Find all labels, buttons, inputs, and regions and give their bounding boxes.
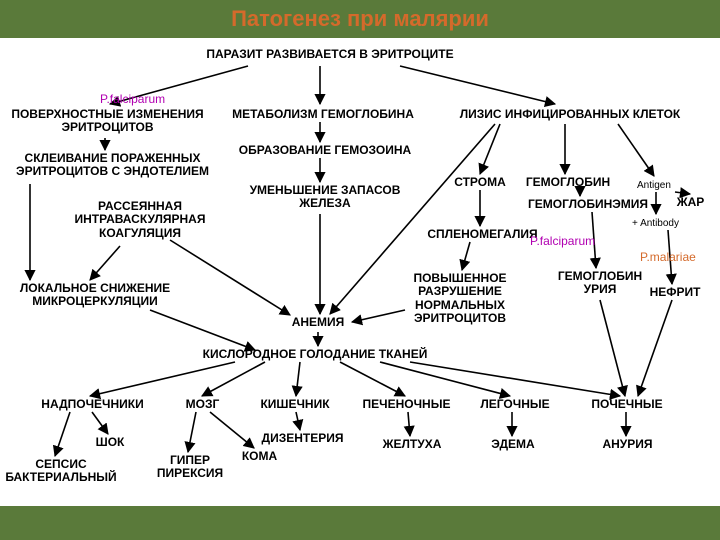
node-brain: МОЗГ [175, 398, 230, 411]
node-fever: ЖАР [668, 196, 713, 209]
edge-adren-sepsis [55, 412, 70, 456]
edge-gut-dys [296, 412, 300, 430]
node-sepsis: СЕПСИС БАКТЕРИАЛЬНЫЙ [0, 458, 126, 485]
node-surf: ПОВЕРХНОСТНЫЕ ИЗМЕНЕНИЯ ЭРИТРОЦИТОВ [5, 108, 210, 135]
edge-coag-local [90, 246, 120, 280]
node-shock: ШОК [85, 436, 135, 449]
node-coma: КОМА [232, 450, 287, 463]
annotation-pf2: P.falciparum [530, 234, 595, 248]
annotation-ab: + Antibody [632, 218, 679, 229]
edge-oxy-kidney [410, 362, 620, 396]
node-gut: КИШЕЧНИК [249, 398, 341, 411]
node-kidney: ПОЧЕЧНЫЕ [582, 398, 672, 411]
node-hyper: ГИПЕР ПИРЕКСИЯ [145, 454, 235, 481]
node-jaund: ЖЕЛТУХА [372, 438, 452, 451]
edge-lysis-ag [618, 124, 654, 176]
node-lysis: ЛИЗИС ИНФИЦИРОВАННЫХ КЛЕТОК [440, 108, 700, 121]
edge-lysis-stroma [480, 124, 500, 174]
node-stroma: СТРОМА [445, 176, 515, 189]
node-coag: РАССЕЯННАЯ ИНТРАВАСКУЛЯРНАЯ КОАГУЛЯЦИЯ [60, 200, 220, 240]
edge-uria-kidney [600, 300, 625, 396]
node-local: ЛОКАЛЬНОЕ СНИЖЕНИЕ МИКРОЦЕРКУЛЯЦИИ [0, 282, 190, 309]
node-liver: ПЕЧЕНОЧНЫЕ [354, 398, 459, 411]
node-anuria: АНУРИЯ [590, 438, 665, 451]
edge-oxy-liver [340, 362, 405, 396]
node-lung: ЛЕГОЧНЫЕ [470, 398, 560, 411]
edge-brain-coma [210, 412, 254, 448]
edge-adren-shock [92, 412, 108, 434]
node-destr: ПОВЫШЕННОЕ РАЗРУШЕНИЕ НОРМАЛЬНЫХ ЭРИТРОЦ… [400, 272, 520, 326]
node-anemia: АНЕМИЯ [278, 316, 358, 329]
edge-root-lysis [400, 66, 555, 104]
node-glue: СКЛЕИВАНИЕ ПОРАЖЕННЫХ ЭРИТРОЦИТОВ С ЭНДО… [0, 152, 225, 179]
node-adren: НАДПОЧЕЧНИКИ [30, 398, 155, 411]
edge-destr-anemia [352, 310, 405, 322]
edge-oxy-gut [296, 362, 300, 396]
node-oxy: КИСЛОРОДНОЕ ГОЛОДАНИЕ ТКАНЕЙ [180, 348, 450, 361]
edge-spleno-destr [462, 242, 470, 270]
annotation-pm: P.malariae [640, 250, 696, 264]
node-dys: ДИЗЕНТЕРИЯ [250, 432, 355, 445]
node-met: МЕТАБОЛИЗМ ГЕМОГЛОБИНА [218, 108, 428, 121]
annotation-pf1: P.falciparum [100, 92, 165, 106]
edge-ag-fever [675, 192, 690, 194]
node-edema: ЭДЕМА [478, 438, 548, 451]
node-spleno: СПЛЕНОМЕГАЛИЯ [420, 228, 545, 241]
node-uria: ГЕМОГЛОБИН УРИЯ [545, 270, 655, 297]
edge-oxy-adren [90, 362, 235, 396]
node-hemoz: ОБРАЗОВАНИЕ ГЕМОЗОИНА [225, 144, 425, 157]
annotation-ag: Antigen [637, 180, 671, 191]
edge-brain-hyper [188, 412, 196, 452]
node-nephr: НЕФРИТ [640, 286, 710, 299]
node-root: ПАРАЗИТ РАЗВИВАЕТСЯ В ЭРИТРОЦИТЕ [180, 48, 480, 61]
node-iron: УМЕНЬШЕНИЕ ЗАПАСОВ ЖЕЛЕЗА [235, 184, 415, 211]
edge-local-oxy [150, 310, 255, 350]
node-hemia: ГЕМОГЛОБИНЭМИЯ [518, 198, 658, 211]
node-hgbL: ГЕМОГЛОБИН [518, 176, 618, 189]
edge-liver-jaund [408, 412, 410, 436]
edge-nephr-kidney [638, 300, 672, 396]
